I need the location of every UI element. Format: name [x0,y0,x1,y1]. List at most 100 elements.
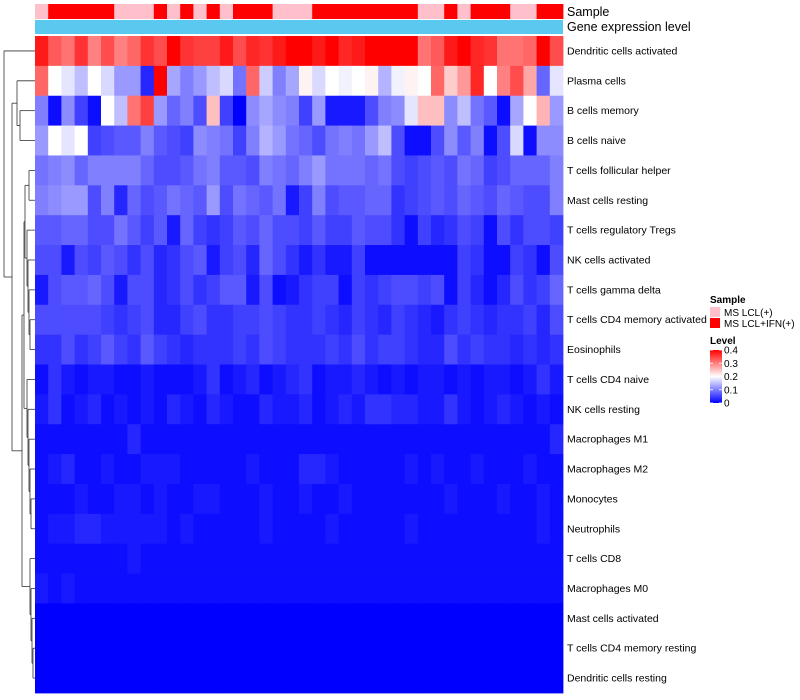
heatmap-cell [219,663,234,694]
heatmap-cell [536,215,551,246]
heatmap-cell [153,304,168,336]
heatmap-cell [470,274,485,306]
sample-annotation-cell [431,4,445,19]
heatmap-cell [444,483,458,515]
heatmap-cell [219,274,234,306]
heatmap-cell [523,603,537,634]
heatmap-cell [74,543,89,574]
heatmap-cell [510,274,524,306]
heatmap-cell [87,513,102,545]
heatmap-cell [523,245,537,276]
heatmap-cell [378,95,392,126]
heatmap-cell [114,65,128,97]
heatmap-cell [193,185,207,216]
heatmap-cell [404,36,419,67]
heatmap-cell [167,36,181,67]
heatmap-cell [74,274,89,306]
heatmap-cell [365,424,379,455]
heatmap-cell [140,364,155,395]
heatmap-cell [457,364,471,395]
heatmap-cell [285,65,300,97]
heatmap-cell [87,364,102,395]
heatmap-cell [193,125,207,156]
heatmap-cell [431,155,445,186]
heatmap-cell [74,125,89,156]
row-label: B cells naive [567,135,626,147]
heatmap-cell [48,483,62,515]
sample-annotation-label: Sample [567,5,609,19]
heatmap-cell [483,65,498,97]
heatmap-cell [180,633,194,664]
heatmap-cell [338,633,353,664]
heatmap-cell [246,36,260,67]
heatmap-cell [470,304,485,336]
heatmap-cell [206,603,221,634]
heatmap-cell [404,215,419,246]
heatmap-cell [272,513,287,545]
heatmap-cell [312,215,326,246]
heatmap-cell [391,424,405,455]
heatmap-cell [246,125,260,156]
heatmap-cell [378,334,392,365]
heatmap-cell [285,304,300,336]
heatmap-cell [285,543,300,574]
heatmap-cell [470,215,485,246]
heatmap-cell [101,573,115,604]
heatmap-cell [510,394,524,425]
heatmap-cell [483,663,498,694]
heatmap-cell [299,274,313,306]
heatmap-cell [272,95,287,126]
heatmap-cell [391,185,405,216]
heatmap-cell [246,454,260,485]
heatmap-cell [48,334,62,365]
sample-annotation-cell [153,4,168,19]
heatmap-cell [325,573,339,604]
heatmap-cell [365,185,379,216]
heatmap-cell [417,334,432,365]
heatmap-cell [378,633,392,664]
heatmap-cell [272,36,287,67]
heatmap-cell [483,513,498,545]
heatmap-cell [457,573,471,604]
heatmap-cell [61,155,75,186]
heatmap-cell [470,483,485,515]
heatmap-cell [444,36,458,67]
heatmap-cell [48,543,62,574]
heatmap-cell [167,603,181,634]
heatmap-cell [417,155,432,186]
heatmap-cell [444,334,458,365]
heatmap-cell [431,245,445,276]
heatmap-cell [417,185,432,216]
heatmap-cell [127,394,141,425]
heatmap-cell [48,185,62,216]
heatmap-cell [101,36,115,67]
heatmap-cell [246,245,260,276]
heatmap-cell [153,155,168,186]
heatmap-cell [549,394,564,425]
heatmap-cell [101,274,115,306]
heatmap-cell [325,125,339,156]
heatmap-cell [48,364,62,395]
heatmap-cell [153,125,168,156]
row-label: T cells regulatory Tregs [567,225,676,237]
heatmap-cell [35,185,49,216]
heatmap-cell [140,483,155,515]
sample-annotation-cell [272,4,287,19]
heatmap-cell [483,483,498,515]
row-label: Macrophages M0 [567,583,648,595]
row-label: Neutrophils [567,523,620,535]
heatmap-cell [391,155,405,186]
heatmap-cell [61,215,75,246]
heatmap-cell [325,364,339,395]
heatmap-cell [431,633,445,664]
heatmap-cell [74,424,89,455]
heatmap-cell [180,573,194,604]
heatmap-cell [87,424,102,455]
heatmap-cell [180,454,194,485]
heatmap-cell [180,65,194,97]
heatmap-cell [193,95,207,126]
heatmap-cell [444,573,458,604]
heatmap-cell [167,95,181,126]
heatmap-cell [246,334,260,365]
heatmap-cell [404,454,419,485]
